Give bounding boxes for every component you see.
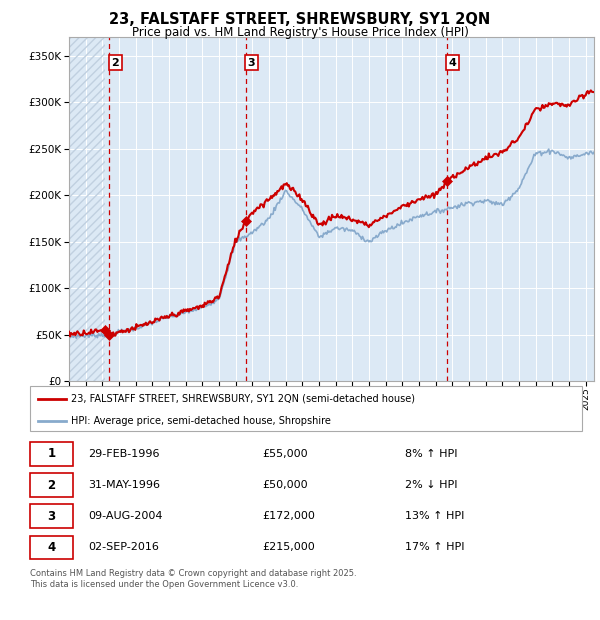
FancyBboxPatch shape [30, 473, 73, 497]
Text: 29-FEB-1996: 29-FEB-1996 [88, 449, 160, 459]
Text: 4: 4 [449, 58, 457, 68]
Text: 23, FALSTAFF STREET, SHREWSBURY, SY1 2QN: 23, FALSTAFF STREET, SHREWSBURY, SY1 2QN [109, 12, 491, 27]
FancyBboxPatch shape [30, 442, 73, 466]
Text: 31-MAY-1996: 31-MAY-1996 [88, 480, 160, 490]
Text: £50,000: £50,000 [262, 480, 307, 490]
Text: £215,000: £215,000 [262, 542, 314, 552]
Text: 13% ↑ HPI: 13% ↑ HPI [406, 512, 465, 521]
Text: 3: 3 [248, 58, 255, 68]
Text: 2% ↓ HPI: 2% ↓ HPI [406, 480, 458, 490]
Text: 23, FALSTAFF STREET, SHREWSBURY, SY1 2QN (semi-detached house): 23, FALSTAFF STREET, SHREWSBURY, SY1 2QN… [71, 394, 415, 404]
Text: Price paid vs. HM Land Registry's House Price Index (HPI): Price paid vs. HM Land Registry's House … [131, 26, 469, 39]
Text: 3: 3 [47, 510, 56, 523]
Text: HPI: Average price, semi-detached house, Shropshire: HPI: Average price, semi-detached house,… [71, 416, 331, 426]
Text: 1: 1 [47, 448, 56, 461]
Text: 4: 4 [47, 541, 56, 554]
Text: £55,000: £55,000 [262, 449, 307, 459]
Text: £172,000: £172,000 [262, 512, 315, 521]
Text: 17% ↑ HPI: 17% ↑ HPI [406, 542, 465, 552]
Text: 09-AUG-2004: 09-AUG-2004 [88, 512, 163, 521]
Text: 02-SEP-2016: 02-SEP-2016 [88, 542, 159, 552]
FancyBboxPatch shape [30, 536, 73, 559]
Text: 8% ↑ HPI: 8% ↑ HPI [406, 449, 458, 459]
FancyBboxPatch shape [30, 505, 73, 528]
Text: Contains HM Land Registry data © Crown copyright and database right 2025.
This d: Contains HM Land Registry data © Crown c… [30, 569, 356, 588]
Text: 2: 2 [47, 479, 56, 492]
Text: 2: 2 [112, 58, 119, 68]
